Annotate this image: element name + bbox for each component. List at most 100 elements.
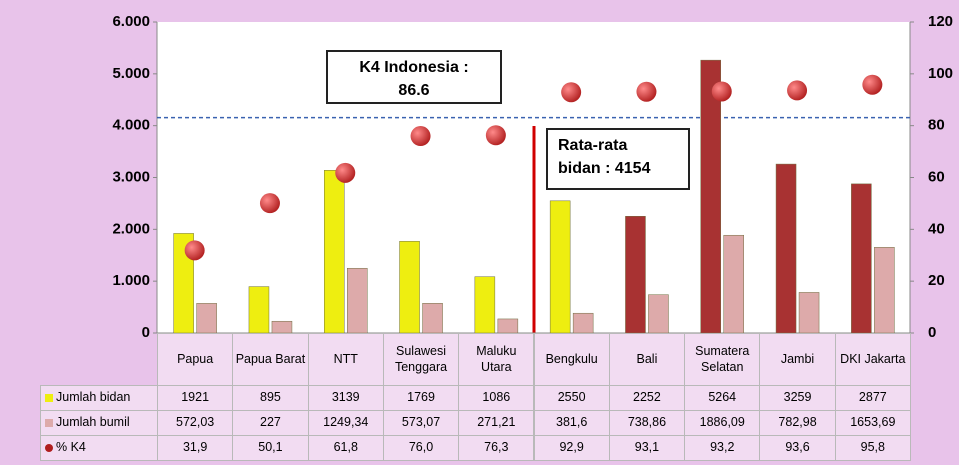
annotation-text: bidan : 4154 — [558, 160, 651, 178]
value-cell: 92,9 — [533, 435, 610, 461]
bar — [196, 303, 217, 334]
bar — [497, 318, 519, 334]
dot — [335, 162, 356, 183]
legend-label: % K4 — [56, 440, 86, 455]
bar — [324, 170, 345, 334]
bar — [572, 312, 594, 334]
category-cell: Bengkulu — [533, 333, 610, 386]
annotation-text: Rata-rata — [558, 137, 628, 154]
legend-cell: % K4 — [40, 435, 158, 461]
bar — [549, 200, 571, 334]
value-cell: 76,3 — [458, 435, 535, 461]
bar — [798, 292, 820, 334]
value-cell: 572,03 — [157, 410, 234, 436]
dot — [485, 125, 506, 146]
value-cell: 1653,69 — [834, 410, 911, 436]
y-tick-label: 5.000 — [112, 65, 150, 82]
bar — [723, 234, 744, 334]
value-cell: 227 — [232, 410, 309, 436]
bar — [648, 294, 669, 334]
value-cell: 5264 — [684, 385, 761, 411]
category-cell: NTT — [307, 333, 384, 386]
value-cell: 1086 — [458, 385, 535, 411]
value-cell: 61,8 — [307, 435, 384, 461]
value-cell: 573,07 — [382, 410, 460, 436]
y-tick-label: 2.000 — [112, 220, 150, 237]
legend-cell: Jumlah bidan — [40, 385, 158, 411]
bar — [625, 216, 646, 334]
y2-tick-label: 60 — [928, 168, 945, 185]
category-cell: DKI Jakarta — [834, 333, 911, 386]
dot — [410, 126, 431, 147]
value-cell: 95,8 — [834, 435, 911, 461]
value-cell: 738,86 — [608, 410, 686, 436]
category-cell: Bali — [608, 333, 686, 386]
value-cell: 31,9 — [157, 435, 234, 461]
bar — [874, 247, 895, 334]
value-cell: 271,21 — [458, 410, 535, 436]
y-tick-label: 6.000 — [112, 13, 150, 30]
category-cell: Jambi — [759, 333, 836, 386]
bar — [347, 267, 368, 334]
value-cell: 1886,09 — [684, 410, 761, 436]
value-cell: 2252 — [608, 385, 686, 411]
value-cell: 50,1 — [232, 435, 309, 461]
y-tick-label: 4.000 — [112, 117, 150, 134]
legend-marker — [45, 394, 53, 402]
value-cell: 1249,34 — [307, 410, 384, 436]
y2-tick-label: 80 — [928, 117, 945, 134]
bar — [851, 183, 872, 334]
bar — [700, 59, 721, 334]
legend-marker — [45, 444, 53, 452]
value-cell: 1921 — [157, 385, 234, 411]
value-cell: 3139 — [307, 385, 384, 411]
value-cell: 3259 — [759, 385, 836, 411]
y2-tick-label: 40 — [928, 220, 945, 237]
bar — [399, 241, 420, 334]
value-cell: 76,0 — [382, 435, 460, 461]
bar — [775, 163, 797, 334]
y2-tick-label: 100 — [928, 65, 953, 82]
y2-tick-label: 120 — [928, 13, 953, 30]
dot — [636, 81, 657, 102]
value-cell: 93,6 — [759, 435, 836, 461]
dot — [862, 74, 883, 95]
category-cell: Papua — [157, 333, 234, 386]
value-cell: 895 — [232, 385, 309, 411]
y-tick-label: 1.000 — [112, 272, 150, 289]
value-cell: 2550 — [533, 385, 610, 411]
value-cell: 93,1 — [608, 435, 686, 461]
value-cell: 93,2 — [684, 435, 761, 461]
dot — [787, 80, 808, 101]
bar — [422, 303, 443, 334]
annotation-box: Rata-rata bidan : 4154 — [546, 128, 690, 190]
annotation-text: 86.6 — [398, 82, 430, 100]
annotation-box: K4 Indonesia : 86.6 — [326, 50, 502, 104]
y2-tick-label: 20 — [928, 272, 945, 289]
legend-label: Jumlah bidan — [56, 390, 131, 405]
value-cell: 2877 — [834, 385, 911, 411]
dot — [259, 193, 280, 214]
y-tick-label: 3.000 — [112, 168, 150, 185]
legend-label: Jumlah bumil — [56, 415, 130, 430]
bar — [248, 286, 270, 334]
dot — [561, 82, 582, 103]
category-cell: Maluku Utara — [458, 333, 535, 386]
legend-marker — [45, 419, 53, 427]
value-cell: 782,98 — [759, 410, 836, 436]
value-cell: 1769 — [382, 385, 460, 411]
y2-tick-label: 0 — [928, 324, 936, 341]
y-tick-label: 0 — [142, 324, 150, 341]
category-cell: Papua Barat — [232, 333, 309, 386]
dot — [711, 81, 732, 102]
bar — [271, 320, 293, 334]
category-cell: Sulawesi Tenggara — [382, 333, 460, 386]
value-cell: 381,6 — [533, 410, 610, 436]
annotation-text: K4 Indonesia : — [359, 59, 469, 76]
dot — [184, 240, 205, 261]
legend-cell: Jumlah bumil — [40, 410, 158, 436]
bar — [474, 276, 496, 334]
category-cell: Sumatera Selatan — [684, 333, 761, 386]
